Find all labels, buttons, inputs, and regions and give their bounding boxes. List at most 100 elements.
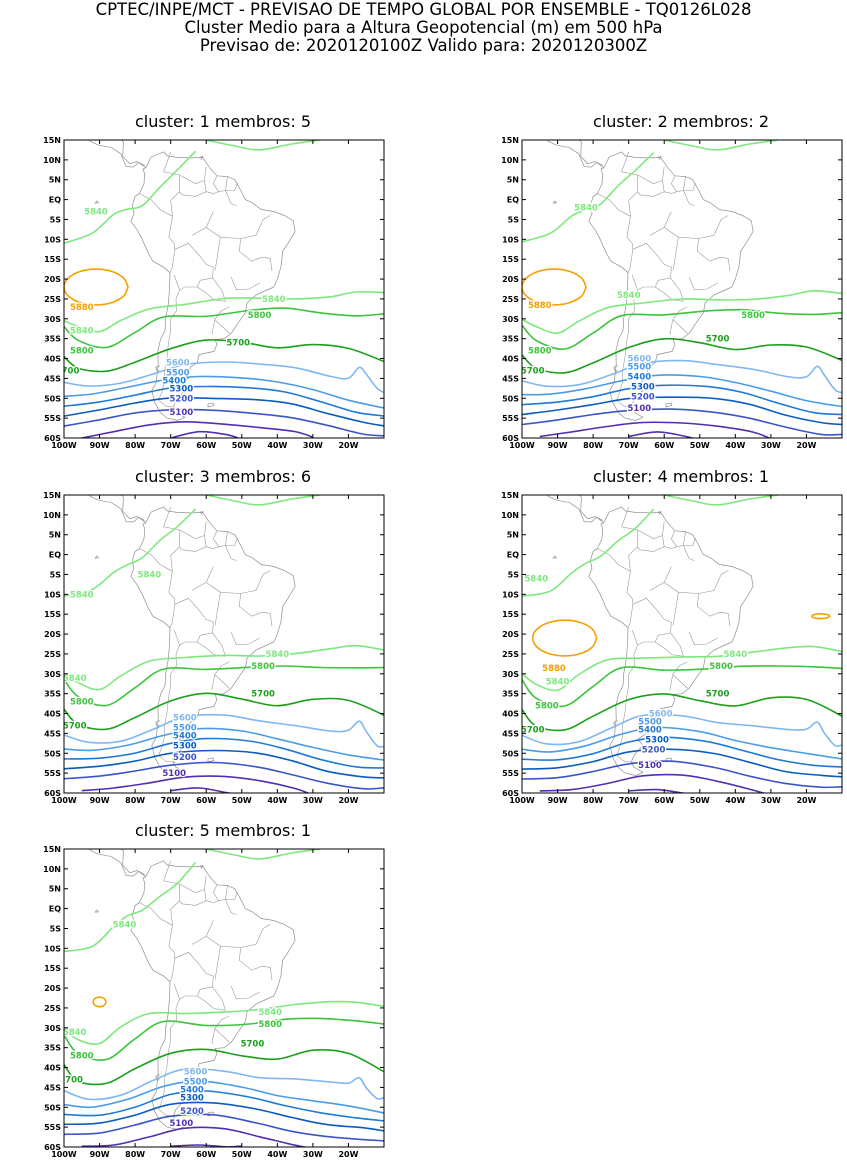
lat-tick-label: 15S [44,610,61,619]
state-border [255,924,271,945]
trinidad-coastline [657,156,662,161]
country-border [179,883,238,903]
panel-title: cluster: 3 membros: 6 [134,467,312,486]
lat-tick-label: 20S [44,630,61,639]
contour-labels: 5840 5840 5800 5840 5800 5700 5700 560055005400… [64,919,283,1130]
contour-5840 [206,495,321,506]
lat-tick-label: EQ [49,196,61,205]
lon-tick-label: 90W [90,796,110,805]
lon-tick-label: 50W [690,441,710,450]
lon-tick-label: 20W [338,1150,358,1159]
country-border [637,191,665,197]
galapagos-coastline [94,555,100,559]
country-border [637,529,696,549]
lat-tick-label: 35S [502,690,519,699]
contour-5500 [64,1080,384,1114]
contour-5700 [522,693,842,732]
lat-tick-label: 30S [502,315,519,324]
lat-tick-label: 25S [44,1004,61,1013]
contour-label-5500: 5500 [173,723,197,733]
lat-tick-label: 25S [44,650,61,659]
lat-tick-label: 60S [44,1143,61,1152]
contour-label-5880: 5880 [528,301,552,311]
lon-tick-label: 100W [51,796,77,805]
country-border [669,319,674,336]
chiloe-coastline [613,365,619,373]
contour-label-5840: 5840 [137,570,161,580]
contour-5100 [170,787,234,793]
map-cluster-3: 5840 5840 5840 5840 5800 5800 5700 5700 56005500… [43,491,385,805]
contour-label-5200: 5200 [180,1107,204,1117]
chiloe-coastline [155,365,161,373]
lat-tick-label: 45S [44,729,61,738]
country-border [212,884,219,901]
contour-5840 [206,849,321,860]
lat-tick-label: 5S [50,570,62,579]
lat-tick-label: 10N [501,156,519,165]
contour-label-5800: 5800 [70,347,94,357]
lat-tick-label: EQ [507,196,519,205]
lon-tick-label: 80W [125,1150,145,1159]
contour-label-5840: 5840 [546,678,570,688]
state-border [649,566,672,591]
country-border [204,166,207,181]
lat-tick-label: 55S [502,769,519,778]
state-border [230,631,260,646]
contour-5840 [522,508,655,597]
country-border [211,1028,216,1045]
lon-tick-label: 30W [303,441,323,450]
tick-marks [63,848,384,1148]
country-border [139,151,180,217]
lat-tick-label: 5S [508,570,520,579]
contour-5400 [522,384,842,416]
contour-labels: 5840 5880 5840 5800 5840 5800 5700 5700 56005500… [522,573,748,772]
state-border [713,570,729,591]
contour-labels: 5840 5880 5840 5840 5800 5800 5700 5700 56005500… [64,206,287,419]
state-border [225,190,237,206]
state-border [238,238,273,272]
lat-tick-label: 35S [44,335,61,344]
lat-tick-label: 60S [502,789,519,798]
figure-title-line2: Cluster Medio para a Altura Geopotencial… [184,18,663,37]
contour-label-5600: 5600 [184,1068,208,1078]
contour-5700 [522,337,842,374]
panel-cluster-1: cluster: 1 membros: 5 5840 5880 5840 5840 58… [28,113,418,450]
contour-label-5800: 5800 [709,662,733,672]
contour-5300 [64,1101,384,1132]
lon-tick-label: 90W [548,796,568,805]
contour-5400 [64,385,384,417]
lat-tick-label: 45S [44,374,61,383]
contour-label-5500: 5500 [184,1077,208,1087]
contour-5100 [539,421,771,438]
country-border [670,175,677,192]
coastline-layer [88,140,296,421]
map-layers: 5840 5880 5840 5800 5800 5700 5700 560055005400… [522,140,842,438]
borders-layer [139,860,273,1117]
plot-area [64,495,384,793]
contour-label-5840: 5840 [113,920,137,930]
state-border [214,946,221,980]
contour-5100 [170,430,240,438]
country-border [204,875,207,890]
contour-labels: 5840 5840 5840 5840 5800 5800 5700 5700 56005500… [64,569,290,780]
lat-tick-label: 10N [43,156,61,165]
contour-label-5700: 5700 [706,335,730,345]
lat-tick-label: 35S [44,690,61,699]
central-america-coastline [578,495,603,521]
panel-cluster-3: cluster: 3 membros: 6 5840 5840 5840 5840 58… [28,467,418,805]
lon-tick-label: 70W [161,1150,181,1159]
country-border [655,277,684,302]
galapagos-coastline [552,555,558,559]
contour-label-5700: 5700 [706,690,730,700]
tick-marks [521,139,842,439]
country-border [168,571,176,628]
country-border [168,925,176,982]
country-border [197,986,226,1011]
contour-5300 [64,749,384,779]
country-border [212,530,219,547]
lat-tick-label: 5N [49,176,61,185]
contour-label-5400: 5400 [162,376,186,386]
trinidad-coastline [657,511,662,516]
contour-5800 [64,307,384,349]
lat-tick-label: 5N [49,531,61,540]
